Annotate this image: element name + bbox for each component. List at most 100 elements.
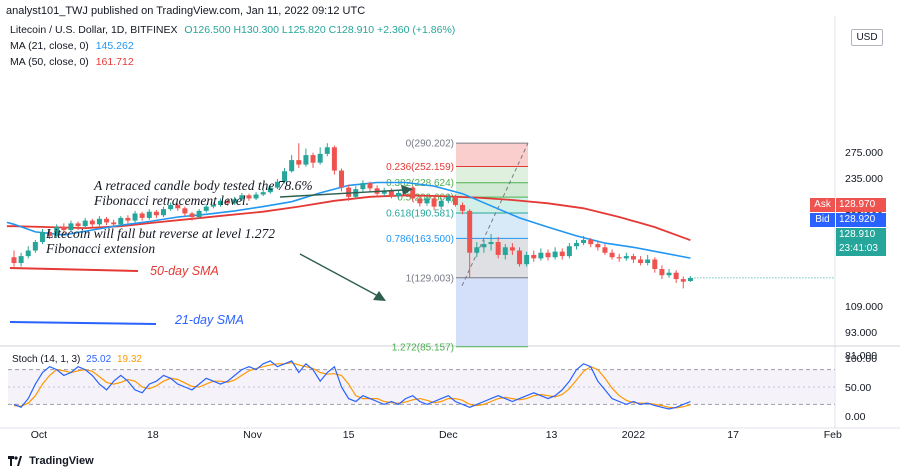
x-tick-label: Feb xyxy=(824,429,842,441)
candle-body xyxy=(545,252,551,258)
stoch-axis-label: 0.00 xyxy=(845,411,866,423)
x-tick-label: 18 xyxy=(147,429,159,441)
footer-brand[interactable]: TradingView xyxy=(8,455,94,467)
candle-body xyxy=(339,170,345,188)
candle-body xyxy=(289,160,295,172)
candle-body xyxy=(153,211,159,216)
candle-body xyxy=(239,195,245,200)
fall-arrow-line xyxy=(299,253,379,297)
y-tick-label: 81.000 xyxy=(845,350,877,362)
candle-body xyxy=(331,147,337,171)
candle-body xyxy=(680,279,686,282)
currency-badge[interactable]: USD xyxy=(851,29,883,46)
ask-price-tag: 128.970 xyxy=(836,198,886,212)
candle-body xyxy=(296,160,302,165)
x-tick-label: 17 xyxy=(727,429,739,441)
candle-body xyxy=(317,153,323,163)
candle-body xyxy=(303,155,309,165)
candle-body xyxy=(161,209,167,216)
y-tick-label: 93.000 xyxy=(845,327,877,339)
candle-body xyxy=(25,250,31,257)
candle-body xyxy=(445,196,451,201)
candle-body xyxy=(687,277,693,282)
last-price-tag: 128.910 xyxy=(836,228,886,242)
candle-body xyxy=(246,195,252,199)
candle-body xyxy=(253,194,259,199)
candle-body xyxy=(360,183,366,190)
candle-body xyxy=(652,259,658,270)
time-axis[interactable]: Oct 18 Nov 15 Dec 13 2022 17 Feb xyxy=(31,429,842,441)
sma50-annotation: 50-day SMA xyxy=(150,264,219,278)
ohlc-values: O126.500 H130.300 L125.820 C128.910 +2.3… xyxy=(184,24,456,36)
candle-body xyxy=(168,204,174,210)
retrace-annotation-line2: Fibonacci retracement level. xyxy=(94,193,250,208)
fib-level-label: 0.5(209.600) xyxy=(397,193,454,204)
candle-body xyxy=(517,250,523,265)
candle-body xyxy=(260,192,266,195)
ma21-line xyxy=(6,181,691,259)
stoch-label: Stoch (14, 1, 3) xyxy=(12,354,81,365)
candle-body xyxy=(659,269,665,276)
fib-level-label: 0.618(190.581) xyxy=(386,208,454,219)
candle-body xyxy=(225,200,231,204)
fib-level-label: 1.272(85.157) xyxy=(392,342,454,353)
candle-body xyxy=(132,213,138,221)
candle-body xyxy=(509,247,515,251)
candle-body xyxy=(673,272,679,280)
candle-body xyxy=(118,217,124,225)
candle-body xyxy=(502,247,508,255)
candle-body xyxy=(481,244,487,248)
stoch-legend: Stoch (14, 1, 3) 25.02 19.32 xyxy=(12,354,142,365)
fib-zone xyxy=(456,277,528,347)
candle-body xyxy=(452,196,458,205)
candle-body xyxy=(104,218,110,223)
fib-zone xyxy=(456,182,528,198)
candle-body xyxy=(602,247,608,253)
sma21-legend-line xyxy=(9,321,157,325)
candle-body xyxy=(388,190,394,197)
ma50-legend: MA (50, close, 0) 161.712 xyxy=(10,56,134,68)
y-tick-label: 275.000 xyxy=(845,147,883,159)
candle-body xyxy=(573,243,579,247)
stoch-axis-label: 50.00 xyxy=(845,382,871,394)
footer-text: TradingView xyxy=(29,455,94,467)
candle-body xyxy=(595,244,601,248)
candle-body xyxy=(616,257,622,259)
candle-body xyxy=(18,256,24,264)
candle-body xyxy=(68,223,74,231)
ma21-value: 145.262 xyxy=(95,40,134,52)
candle-body xyxy=(89,220,95,225)
candle-body xyxy=(82,220,88,227)
fib-zone xyxy=(456,143,528,167)
candle-body xyxy=(431,198,437,207)
candle-body xyxy=(310,155,316,163)
x-tick-label: Nov xyxy=(243,429,262,441)
candle-body xyxy=(638,259,644,264)
candle-body xyxy=(125,217,131,221)
candle-body xyxy=(395,192,401,197)
x-tick-label: 13 xyxy=(546,429,558,441)
fib-trend-line xyxy=(461,142,529,286)
candle-body xyxy=(630,256,636,260)
fib-level-label: 0(290.202) xyxy=(406,139,454,150)
fib-level-label: 0.786(163.500) xyxy=(386,234,454,245)
candle-body xyxy=(39,231,45,243)
x-tick-label: Oct xyxy=(31,429,47,441)
candle-body xyxy=(175,204,181,209)
stoch-k-line xyxy=(13,360,691,410)
candle-body xyxy=(139,213,145,218)
candle-body xyxy=(438,200,444,207)
symbol-title: Litecoin / U.S. Dollar, 1D, BITFINEX xyxy=(10,24,178,36)
candle-body xyxy=(623,256,629,259)
candle-body xyxy=(189,213,195,218)
candle-body xyxy=(47,231,53,236)
fib-level-label: 1(129.003) xyxy=(406,273,454,284)
candle-body xyxy=(54,227,60,236)
candle-body xyxy=(524,254,530,265)
candle-body xyxy=(182,208,188,214)
fib-zone xyxy=(456,197,528,213)
fall-annotation-line1: Litecoin will fall but reverse at level … xyxy=(46,226,275,241)
candle-body xyxy=(367,183,373,189)
candle-body xyxy=(495,242,501,255)
